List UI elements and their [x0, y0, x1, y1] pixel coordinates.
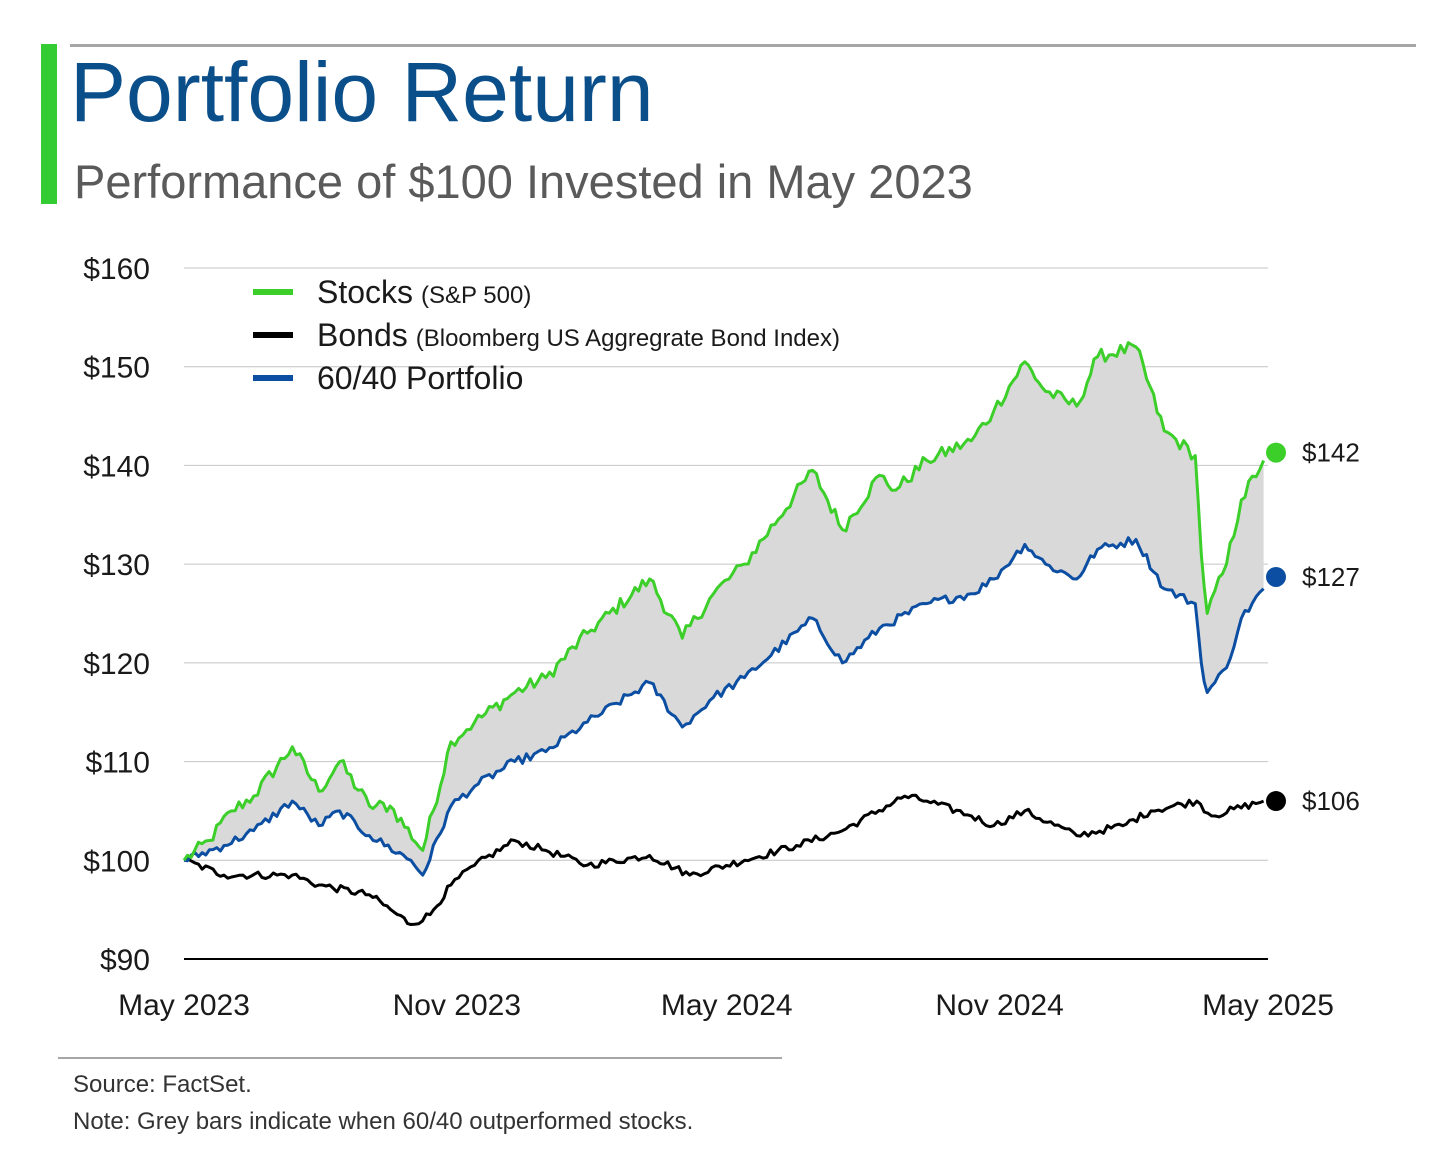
y-tick-label: $130: [83, 549, 150, 582]
legend-series-detail: (Bloomberg US Aggregrate Bond Index): [416, 325, 840, 352]
y-tick-label: $100: [83, 845, 150, 878]
end-value-label: $127: [1302, 562, 1360, 592]
end-labels: $142 $106 $127: [1266, 438, 1360, 816]
axes: $90 $100 $110 $120 $130 $140 $150 $160 May 2023 N…: [83, 253, 1334, 1022]
source-note: Source: FactSet.: [73, 1071, 252, 1098]
page-subtitle: Performance of $100 Invested in May 2023: [74, 155, 973, 208]
legend: Stocks (S&P 500) Bonds (Bloomberg US Aggreg…: [253, 274, 840, 396]
y-tick-label: $150: [83, 352, 150, 385]
legend-series-detail: (S&P 500): [421, 282, 531, 309]
portfolio-line: [183, 536, 1265, 877]
outperformance-band: [184, 342, 1264, 876]
outperformance-shading: [184, 342, 1264, 876]
legend-label: Stocks (S&P 500): [317, 274, 531, 310]
footer-rule: [58, 1057, 782, 1059]
legend-label: 60/40 Portfolio: [317, 360, 523, 396]
x-tick-label: May 2023: [118, 989, 250, 1022]
end-marker: [1266, 566, 1286, 587]
end-marker: [1266, 791, 1286, 812]
stocks-line: [182, 341, 1265, 862]
y-tick-label: $120: [83, 648, 150, 681]
page-title: Portfolio Return: [70, 45, 654, 139]
title-accent-bar: [41, 44, 57, 204]
y-tick-label: $160: [83, 253, 150, 286]
footnote: Note: Grey bars indicate when 60/40 outp…: [73, 1108, 694, 1135]
legend-label: Bonds (Bloomberg US Aggregrate Bond Index…: [317, 317, 840, 353]
bonds-line: [183, 793, 1265, 926]
x-tick-label: May 2025: [1202, 989, 1334, 1022]
end-value-label: $142: [1302, 438, 1360, 468]
series-lines: [182, 341, 1265, 926]
legend-series-name: 60/40 Portfolio: [317, 360, 523, 396]
y-tick-label: $90: [100, 944, 150, 977]
top-rule: [70, 44, 1416, 47]
x-tick-label: Nov 2023: [393, 989, 521, 1022]
legend-series-name: Bonds: [317, 317, 408, 353]
x-tick-label: Nov 2024: [935, 989, 1063, 1022]
end-value-label: $106: [1302, 786, 1360, 816]
x-tick-label: May 2024: [661, 989, 793, 1022]
legend-series-name: Stocks: [317, 274, 413, 310]
y-tick-label: $140: [83, 450, 150, 483]
y-tick-label: $110: [85, 747, 150, 780]
end-marker: [1266, 442, 1286, 463]
